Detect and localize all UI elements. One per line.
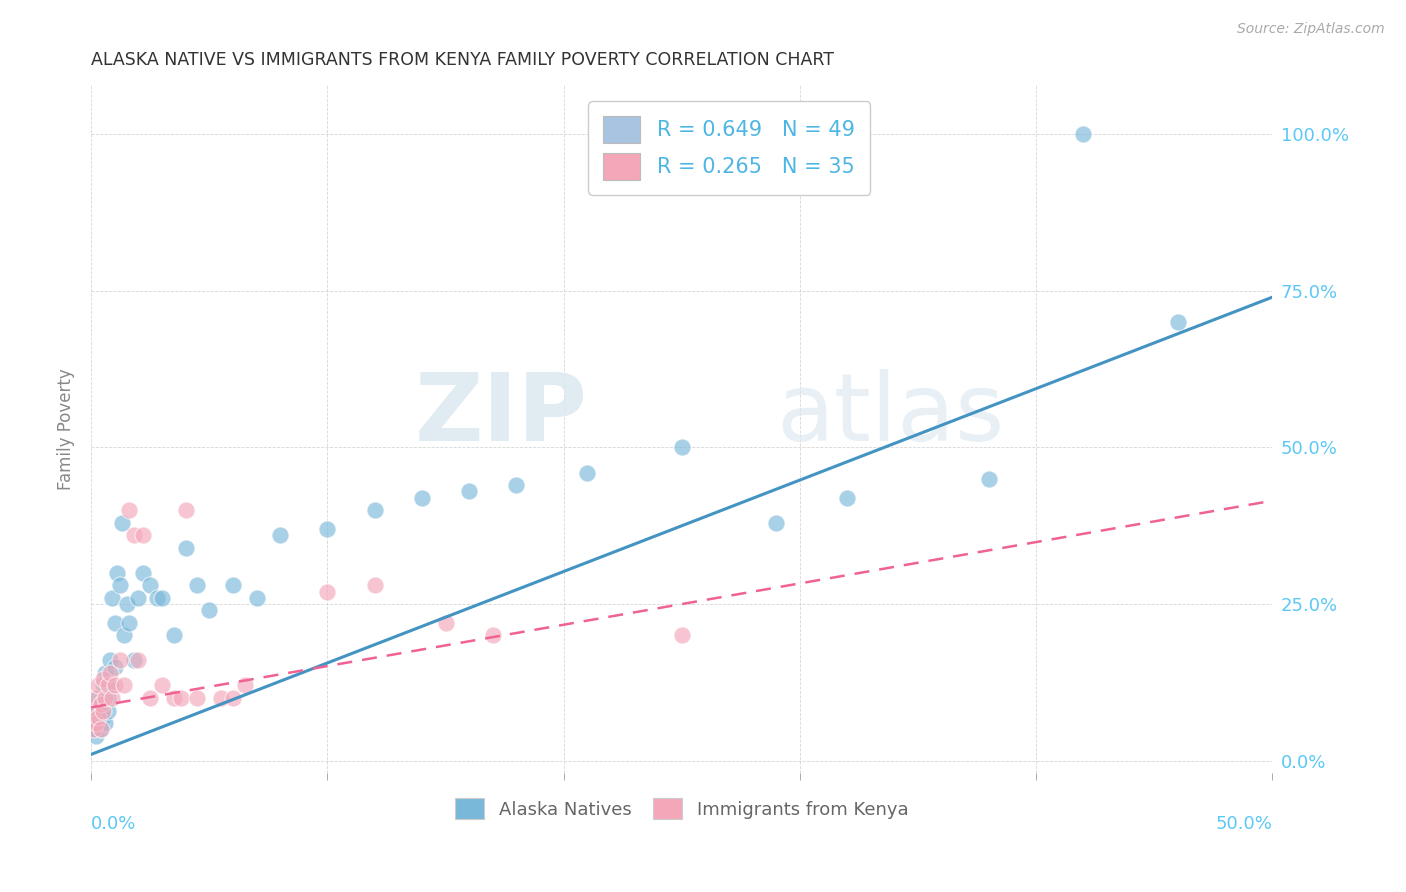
Point (112, 628, 135, 642)
Point (94, 665, 117, 680)
Point (186, 691, 208, 706)
Point (111, 516, 134, 530)
Point (84, 729, 107, 743)
Point (316, 522, 339, 536)
Point (139, 691, 162, 706)
Point (97, 678, 120, 692)
Point (576, 466, 599, 480)
Point (222, 578, 245, 592)
Point (132, 528, 155, 542)
Point (104, 678, 127, 692)
Point (87, 710, 110, 724)
Point (671, 628, 693, 642)
Point (83, 723, 105, 737)
Point (118, 503, 141, 517)
Point (104, 615, 127, 630)
Point (222, 691, 245, 706)
Y-axis label: Family Poverty: Family Poverty (58, 368, 75, 490)
Point (139, 578, 162, 592)
Point (150, 591, 173, 605)
Point (98, 665, 121, 680)
Point (91, 678, 114, 692)
Point (87, 691, 110, 706)
Point (112, 678, 135, 692)
Point (363, 503, 385, 517)
Point (90, 698, 112, 712)
Point (316, 584, 339, 599)
Point (127, 591, 149, 605)
Point (482, 628, 505, 642)
Point (837, 491, 859, 505)
Point (91, 672, 114, 686)
Point (84, 704, 107, 718)
Point (98, 678, 121, 692)
Text: ZIP: ZIP (415, 369, 588, 461)
Text: atlas: atlas (776, 369, 1004, 461)
Point (132, 566, 155, 580)
Point (198, 603, 221, 617)
Point (98, 653, 121, 667)
Point (146, 591, 169, 605)
Point (90, 698, 112, 712)
Point (505, 478, 527, 492)
Legend: Alaska Natives, Immigrants from Kenya: Alaska Natives, Immigrants from Kenya (449, 791, 915, 826)
Point (363, 578, 385, 592)
Point (150, 678, 173, 692)
Point (90, 723, 112, 737)
Point (122, 528, 145, 542)
Point (671, 441, 693, 455)
Point (163, 628, 186, 642)
Point (101, 591, 124, 605)
Text: ALASKA NATIVE VS IMMIGRANTS FROM KENYA FAMILY POVERTY CORRELATION CHART: ALASKA NATIVE VS IMMIGRANTS FROM KENYA F… (91, 51, 834, 69)
Point (108, 578, 131, 592)
Point (245, 591, 267, 605)
Point (108, 653, 131, 667)
Point (105, 566, 128, 580)
Point (87, 716, 110, 731)
Point (84, 716, 107, 731)
Point (91, 704, 114, 718)
Point (1073, 127, 1095, 141)
Point (174, 503, 197, 517)
Point (91, 710, 114, 724)
Point (434, 615, 457, 630)
Point (170, 691, 193, 706)
Point (269, 528, 291, 542)
Point (458, 484, 481, 499)
Point (84, 691, 107, 706)
Point (977, 472, 1000, 486)
Point (163, 691, 186, 706)
Point (87, 678, 110, 692)
Point (118, 615, 141, 630)
Point (411, 491, 433, 505)
Point (97, 704, 120, 718)
Point (97, 691, 120, 706)
Point (83, 723, 105, 737)
Point (127, 653, 149, 667)
Point (1167, 315, 1189, 329)
Text: 50.0%: 50.0% (1216, 814, 1272, 832)
Text: 0.0%: 0.0% (91, 814, 136, 832)
Point (122, 653, 145, 667)
Point (186, 578, 208, 592)
Point (115, 597, 138, 611)
Point (94, 691, 117, 706)
Point (233, 678, 256, 692)
Point (90, 723, 112, 737)
Point (209, 691, 232, 706)
Text: Source: ZipAtlas.com: Source: ZipAtlas.com (1237, 22, 1385, 37)
Point (765, 516, 787, 530)
Point (94, 716, 117, 731)
Point (101, 691, 124, 706)
Point (104, 659, 127, 673)
Point (83, 704, 105, 718)
Point (174, 541, 197, 555)
